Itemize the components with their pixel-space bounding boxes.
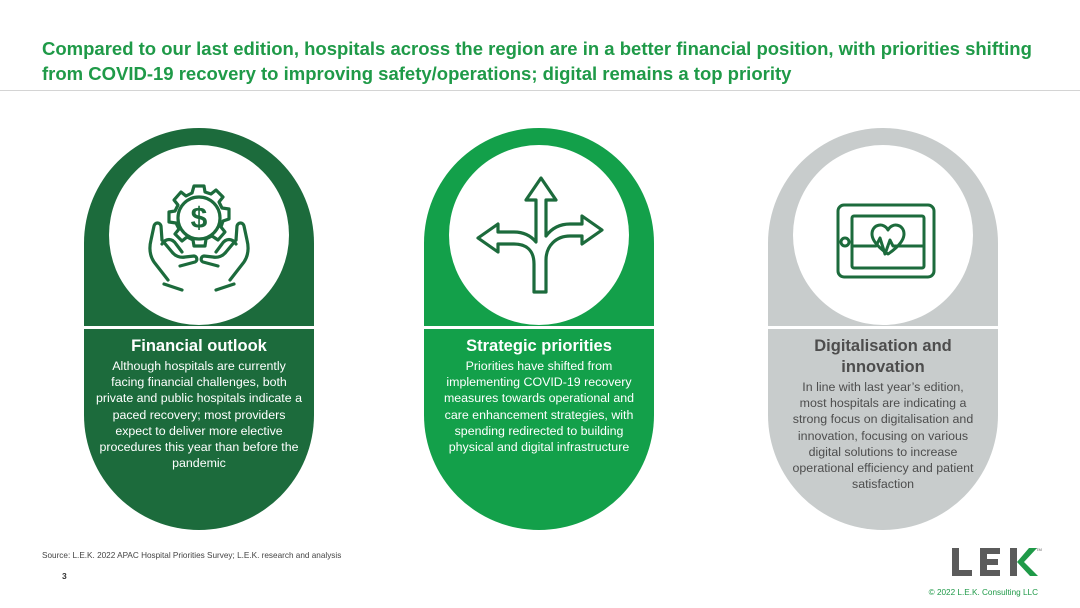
pillar-digitalisation: Digitalisation and innovation In line wi…: [768, 128, 998, 530]
icon-circle: [793, 145, 973, 325]
diverging-arrows-icon: [476, 176, 604, 294]
icon-circle: $: [109, 145, 289, 325]
pillar-text: Financial outlook Although hospitals are…: [84, 336, 314, 471]
pillar-separator: [768, 326, 998, 329]
pillar-bottom: [84, 329, 314, 530]
pillar-title: Strategic priorities: [466, 337, 612, 355]
slide-headline: Compared to our last edition, hospitals …: [42, 38, 1032, 84]
copyright-notice: © 2022 L.E.K. Consulting LLC: [928, 588, 1038, 597]
page-number: 3: [62, 571, 67, 581]
pillar-separator: [424, 326, 654, 329]
pillar-financial-outlook: $ Financial outlook Although hospitals a…: [84, 128, 314, 530]
pillar-text: Strategic priorities Priorities have shi…: [424, 336, 654, 455]
pillar-body: In line with last year’s edition, most h…: [792, 380, 974, 492]
hands-dollar-gear-icon: $: [148, 184, 250, 292]
pillar-body: Priorities have shifted from implementin…: [443, 359, 635, 455]
pillar-separator: [84, 326, 314, 329]
pillar-bottom: [424, 329, 654, 530]
pillar-strategic-priorities: Strategic priorities Priorities have shi…: [424, 128, 654, 530]
svg-text:$: $: [191, 202, 208, 235]
lek-logo: TM: [952, 547, 1042, 576]
pillar-text: Digitalisation and innovation In line wi…: [768, 336, 998, 492]
source-note: Source: L.E.K. 2022 APAC Hospital Priori…: [42, 551, 342, 560]
icon-circle: [449, 145, 629, 325]
logo-trademark: TM: [1036, 547, 1042, 552]
headline-divider: [0, 90, 1080, 91]
pillar-body: Although hospitals are currently facing …: [96, 359, 302, 471]
heart-monitor-tablet-icon: [836, 203, 936, 279]
pillar-title: Digitalisation and innovation: [814, 337, 952, 376]
pillar-bottom: [768, 329, 998, 530]
pillar-title: Financial outlook: [131, 337, 267, 355]
